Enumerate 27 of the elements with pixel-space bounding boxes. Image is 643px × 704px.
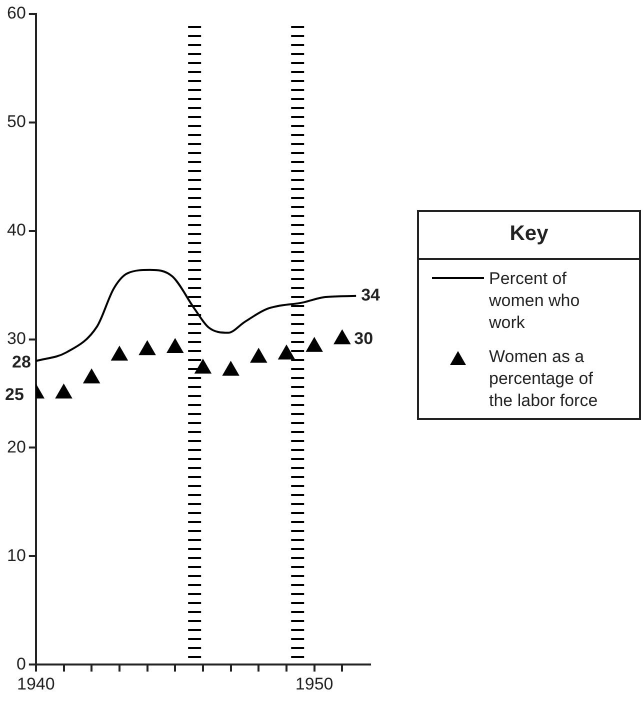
y-tick-label: 50 bbox=[6, 112, 26, 132]
point bbox=[55, 384, 72, 399]
legend-title: Key bbox=[419, 212, 639, 260]
point bbox=[111, 346, 128, 361]
legend-label: Women as a percentage of the labor force bbox=[489, 346, 599, 412]
y-tick-label: 10 bbox=[6, 546, 26, 565]
data-label: 30 bbox=[354, 328, 374, 348]
data-label: 34 bbox=[361, 286, 381, 305]
data-label: 25 bbox=[4, 385, 24, 404]
point bbox=[138, 340, 156, 356]
y-tick-label: 20 bbox=[6, 437, 26, 456]
point bbox=[222, 361, 240, 376]
data-label: 28 bbox=[12, 352, 31, 372]
y-tick-label: 30 bbox=[6, 328, 26, 348]
point bbox=[166, 338, 184, 353]
y-tick-label: 40 bbox=[6, 220, 26, 240]
point bbox=[278, 344, 295, 360]
y-tick-label: 60 bbox=[6, 4, 26, 23]
point bbox=[250, 348, 267, 363]
point bbox=[334, 330, 350, 344]
point bbox=[194, 359, 212, 374]
point bbox=[83, 368, 100, 384]
point bbox=[306, 337, 323, 352]
x-tick-label: 1950 bbox=[295, 674, 334, 694]
x-tick-label: 1940 bbox=[16, 674, 55, 694]
legend-label: Percent of women who work bbox=[489, 268, 581, 334]
y-tick-label: 0 bbox=[16, 654, 26, 674]
